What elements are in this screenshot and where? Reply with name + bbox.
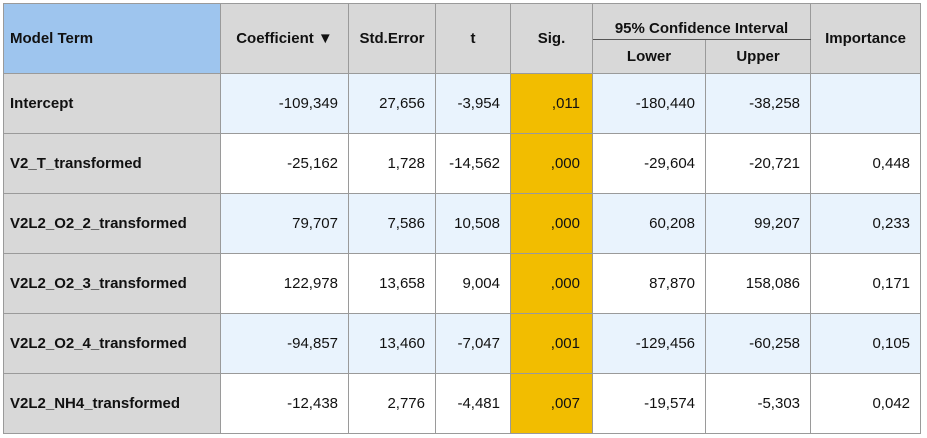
- header-std-error[interactable]: Std.Error: [348, 3, 436, 74]
- std-error-cell: 1,728: [348, 133, 436, 194]
- std-error-cell: 13,460: [348, 313, 436, 374]
- coefficient-cell: 79,707: [220, 193, 349, 254]
- lower-cell: 60,208: [592, 193, 706, 254]
- table-body: Intercept -109,349 27,656 -3,954,011 -180,44…: [3, 73, 922, 434]
- coefficient-cell: -12,438: [220, 373, 349, 434]
- sig-cell: ,011: [510, 73, 593, 134]
- header-t[interactable]: t: [435, 3, 511, 74]
- sort-descending-icon: ▼: [317, 30, 333, 47]
- header-sig[interactable]: Sig.: [510, 3, 593, 74]
- header-lower-label: Lower: [626, 48, 672, 65]
- std-error-cell: 27,656: [348, 73, 436, 134]
- sig-cell: ,007: [510, 373, 593, 434]
- std-error-cell: 2,776: [348, 373, 436, 434]
- lower-cell: -19,574: [592, 373, 706, 434]
- header-sig-label: Sig.: [537, 30, 566, 47]
- coefficient-cell: -109,349: [220, 73, 349, 134]
- std-error-cell: 13,658: [348, 253, 436, 314]
- sig-cell: ,000: [510, 253, 593, 314]
- importance-cell: 0,171: [810, 253, 922, 314]
- header-lower[interactable]: Lower: [592, 39, 706, 74]
- coefficients-table-container: Model Term Coefficient ▼ Std.Error t Sig…: [3, 3, 922, 434]
- model-term-cell: V2_T_transformed: [3, 133, 221, 194]
- sig-cell: ,001: [510, 313, 593, 374]
- lower-cell: -129,456: [592, 313, 706, 374]
- header-std-error-label: Std.Error: [359, 30, 425, 47]
- table-row[interactable]: V2L2_NH4_transformed -12,438 2,776 -4,481,0…: [3, 373, 922, 434]
- std-error-cell: 7,586: [348, 193, 436, 254]
- model-term-cell: V2L2_NH4_transformed: [3, 373, 221, 434]
- upper-cell: -20,721: [704, 133, 812, 194]
- t-cell: -4,481: [435, 373, 511, 434]
- sig-cell: ,000: [510, 193, 593, 254]
- header-confidence-interval: 95% Confidence Interval: [591, 3, 812, 40]
- model-term-cell: V2L2_O2_3_transformed: [3, 253, 221, 314]
- coefficient-cell: -94,857: [220, 313, 349, 374]
- upper-cell: -5,303: [704, 373, 812, 434]
- model-term-cell: V2L2_O2_4_transformed: [3, 313, 221, 374]
- importance-cell: 0,448: [810, 133, 922, 194]
- model-term-cell: Intercept: [3, 73, 221, 134]
- table-row[interactable]: V2L2_O2_2_transformed 79,707 7,586 10,508,0…: [3, 193, 922, 254]
- coefficient-cell: -25,162: [220, 133, 349, 194]
- t-cell: -7,047: [435, 313, 511, 374]
- upper-cell: -38,258: [704, 73, 812, 134]
- table-row[interactable]: V2L2_O2_3_transformed 122,978 13,658 9,004,…: [3, 253, 922, 314]
- lower-cell: 87,870: [592, 253, 706, 314]
- t-cell: -3,954: [435, 73, 511, 134]
- upper-cell: 99,207: [704, 193, 812, 254]
- importance-cell: 0,042: [810, 373, 922, 434]
- header-upper[interactable]: Upper: [704, 39, 812, 74]
- upper-cell: 158,086: [704, 253, 812, 314]
- lower-cell: -29,604: [592, 133, 706, 194]
- header-model-term[interactable]: Model Term: [3, 3, 221, 74]
- header-coefficient[interactable]: Coefficient ▼: [220, 3, 349, 74]
- table-row[interactable]: Intercept -109,349 27,656 -3,954,011 -180,44…: [3, 73, 922, 134]
- t-cell: -14,562: [435, 133, 511, 194]
- sig-cell: ,000: [510, 133, 593, 194]
- importance-cell: [810, 73, 922, 134]
- header-ci-label: 95% Confidence Interval: [614, 20, 789, 37]
- header-importance-label: Importance: [825, 30, 906, 47]
- t-cell: 10,508: [435, 193, 511, 254]
- header-importance[interactable]: Importance: [810, 3, 922, 74]
- importance-cell: 0,233: [810, 193, 922, 254]
- header-coefficient-label: Coefficient: [236, 30, 314, 47]
- t-cell: 9,004: [435, 253, 511, 314]
- header-upper-label: Upper: [736, 48, 780, 65]
- coefficients-table: Model Term Coefficient ▼ Std.Error t Sig…: [3, 3, 922, 434]
- upper-cell: -60,258: [704, 313, 812, 374]
- model-term-cell: V2L2_O2_2_transformed: [3, 193, 221, 254]
- importance-cell: 0,105: [810, 313, 922, 374]
- coefficient-cell: 122,978: [220, 253, 349, 314]
- table-row[interactable]: V2L2_O2_4_transformed -94,857 13,460 -7,047…: [3, 313, 922, 374]
- table-row[interactable]: V2_T_transformed -25,162 1,728 -14,562,000-…: [3, 133, 922, 194]
- header-model-term-label: Model Term: [10, 30, 94, 47]
- lower-cell: -180,440: [592, 73, 706, 134]
- header-t-label: t: [470, 30, 476, 47]
